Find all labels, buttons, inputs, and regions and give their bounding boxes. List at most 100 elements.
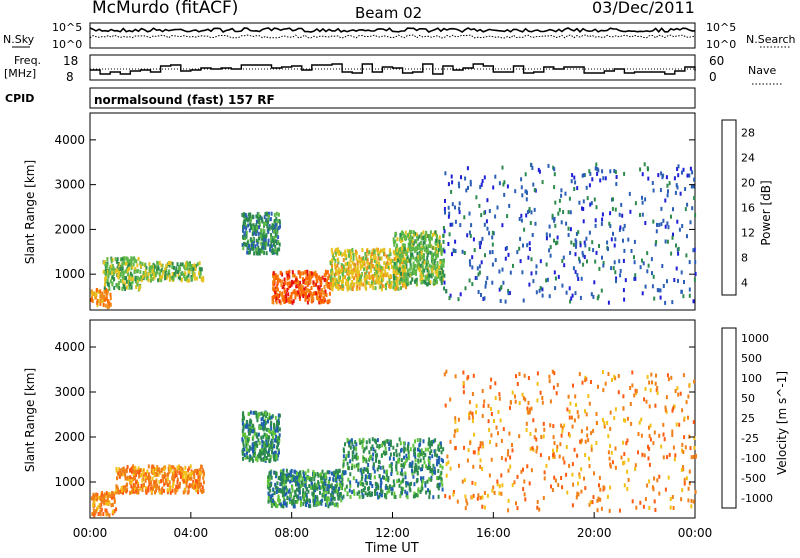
- heatmap-cell: [611, 460, 614, 465]
- heatmap-cell: [281, 472, 284, 477]
- heatmap-cell: [468, 416, 471, 421]
- heatmap-cell: [305, 287, 308, 292]
- heatmap-cell: [409, 232, 412, 237]
- heatmap-cell: [382, 248, 384, 253]
- heatmap-cell: [360, 476, 363, 481]
- heatmap-cell: [116, 268, 118, 273]
- heatmap-cell: [176, 477, 179, 482]
- heatmap-cell: [393, 282, 396, 287]
- heatmap-cell: [692, 499, 695, 504]
- heatmap-cell: [337, 267, 340, 272]
- heatmap-cell: [671, 408, 674, 413]
- heatmap-cell: [400, 468, 403, 473]
- heatmap-cell: [381, 443, 384, 448]
- heatmap-cell: [339, 492, 342, 496]
- heatmap-cell: [273, 224, 276, 229]
- heatmap-cell: [323, 484, 326, 489]
- heatmap-cell: [341, 473, 344, 478]
- heatmap-cell: [430, 440, 433, 444]
- heatmap-cell: [421, 467, 424, 472]
- heatmap-cell: [499, 299, 502, 303]
- heatmap-cell: [146, 469, 149, 474]
- heatmap-cell: [246, 455, 249, 460]
- heatmap-cell: [433, 252, 436, 257]
- heatmap-cell: [243, 225, 245, 230]
- heatmap-cell: [688, 383, 691, 388]
- heatmap-cell: [609, 444, 612, 448]
- heatmap-cell: [129, 475, 132, 480]
- heatmap-cell: [395, 251, 398, 256]
- heatmap-cell: [252, 410, 255, 415]
- heatmap-cell: [273, 491, 276, 496]
- heatmap-cell: [272, 282, 275, 287]
- heatmap-cell: [279, 482, 282, 487]
- heatmap-cell: [466, 458, 469, 463]
- heatmap-cell: [242, 425, 245, 430]
- heatmap-cell: [245, 439, 247, 443]
- heatmap-cell: [315, 486, 318, 491]
- heatmap-cell: [121, 286, 124, 291]
- heatmap-cell: [421, 268, 424, 273]
- heatmap-cell: [528, 207, 531, 211]
- heatmap-cell: [294, 499, 297, 504]
- heatmap-cell: [182, 471, 185, 476]
- heatmap-cell: [648, 446, 651, 451]
- heatmap-cell: [529, 221, 532, 225]
- heatmap-cell: [280, 283, 283, 288]
- heatmap-cell: [613, 169, 616, 173]
- heatmap-cell: [380, 287, 383, 292]
- heatmap-cell: [466, 166, 469, 171]
- heatmap-cell: [308, 503, 310, 508]
- heatmap-cell: [376, 264, 379, 269]
- heatmap-cell: [267, 229, 270, 234]
- heatmap-cell: [304, 499, 307, 504]
- heatmap-cell: [500, 438, 503, 443]
- heatmap-cell: [198, 468, 201, 473]
- heatmap-cell: [141, 488, 144, 492]
- heatmap-cell: [463, 215, 466, 220]
- heatmap-cell: [121, 270, 124, 275]
- heatmap-cell: [351, 441, 354, 446]
- y-tick-label: 2000: [54, 222, 85, 236]
- heatmap-cell: [258, 223, 261, 227]
- heatmap-cell: [161, 274, 164, 279]
- heatmap-cell: [131, 469, 133, 474]
- heatmap-cell: [152, 262, 155, 267]
- heatmap-cell: [475, 276, 478, 280]
- heatmap-cell: [121, 266, 124, 271]
- heatmap-cell: [652, 219, 655, 224]
- heatmap-cell: [486, 198, 489, 203]
- heatmap-cell: [396, 479, 399, 484]
- heatmap-cell: [190, 483, 193, 488]
- heatmap-cell: [454, 416, 457, 421]
- heatmap-cell: [395, 265, 398, 270]
- heatmap-cell: [121, 257, 124, 262]
- heatmap-cell: [690, 504, 693, 509]
- heatmap-cell: [184, 479, 187, 484]
- heatmap-cell: [316, 497, 319, 502]
- heatmap-cell: [470, 223, 473, 228]
- heatmap-cell: [262, 420, 265, 424]
- heatmap-cell: [469, 441, 472, 445]
- heatmap-cell: [408, 258, 411, 263]
- heatmap-cell: [397, 250, 400, 255]
- heatmap-cell: [276, 504, 279, 509]
- heatmap-cell: [297, 482, 300, 487]
- heatmap-cell: [568, 409, 571, 414]
- heatmap-cell: [417, 487, 420, 492]
- heatmap-cell: [298, 270, 301, 275]
- heatmap-cell: [419, 442, 422, 447]
- heatmap-cell: [158, 480, 161, 485]
- heatmap-cell: [680, 467, 683, 472]
- heatmap-cell: [479, 185, 482, 190]
- heatmap-cell: [276, 274, 279, 279]
- noise-search-line: [89, 34, 696, 39]
- heatmap-cell: [283, 486, 286, 491]
- heatmap-cell: [659, 295, 662, 300]
- heatmap-cell: [507, 252, 510, 257]
- heatmap-cell: [481, 441, 484, 446]
- heatmap-cell: [385, 273, 388, 278]
- heatmap-cell: [243, 212, 246, 217]
- heatmap-cell: [306, 273, 309, 278]
